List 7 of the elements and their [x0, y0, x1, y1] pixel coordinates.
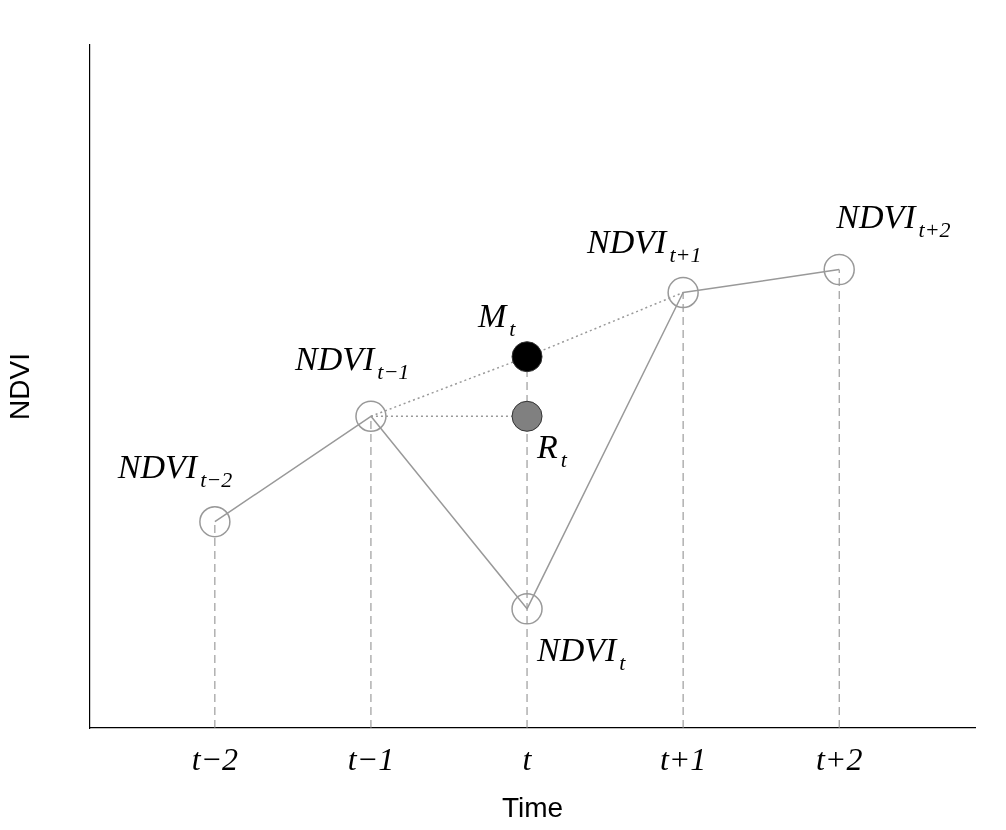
x-tick-label: t: [522, 740, 533, 777]
x-tick-label: t+1: [659, 740, 707, 777]
x-tick-label: t−2: [191, 740, 239, 777]
x-axis-title: Time: [501, 791, 564, 823]
x-tick-label: t+2: [815, 740, 863, 777]
y-axis-title: NDVI: [3, 353, 35, 420]
x-tick-label: t−1: [347, 740, 395, 777]
